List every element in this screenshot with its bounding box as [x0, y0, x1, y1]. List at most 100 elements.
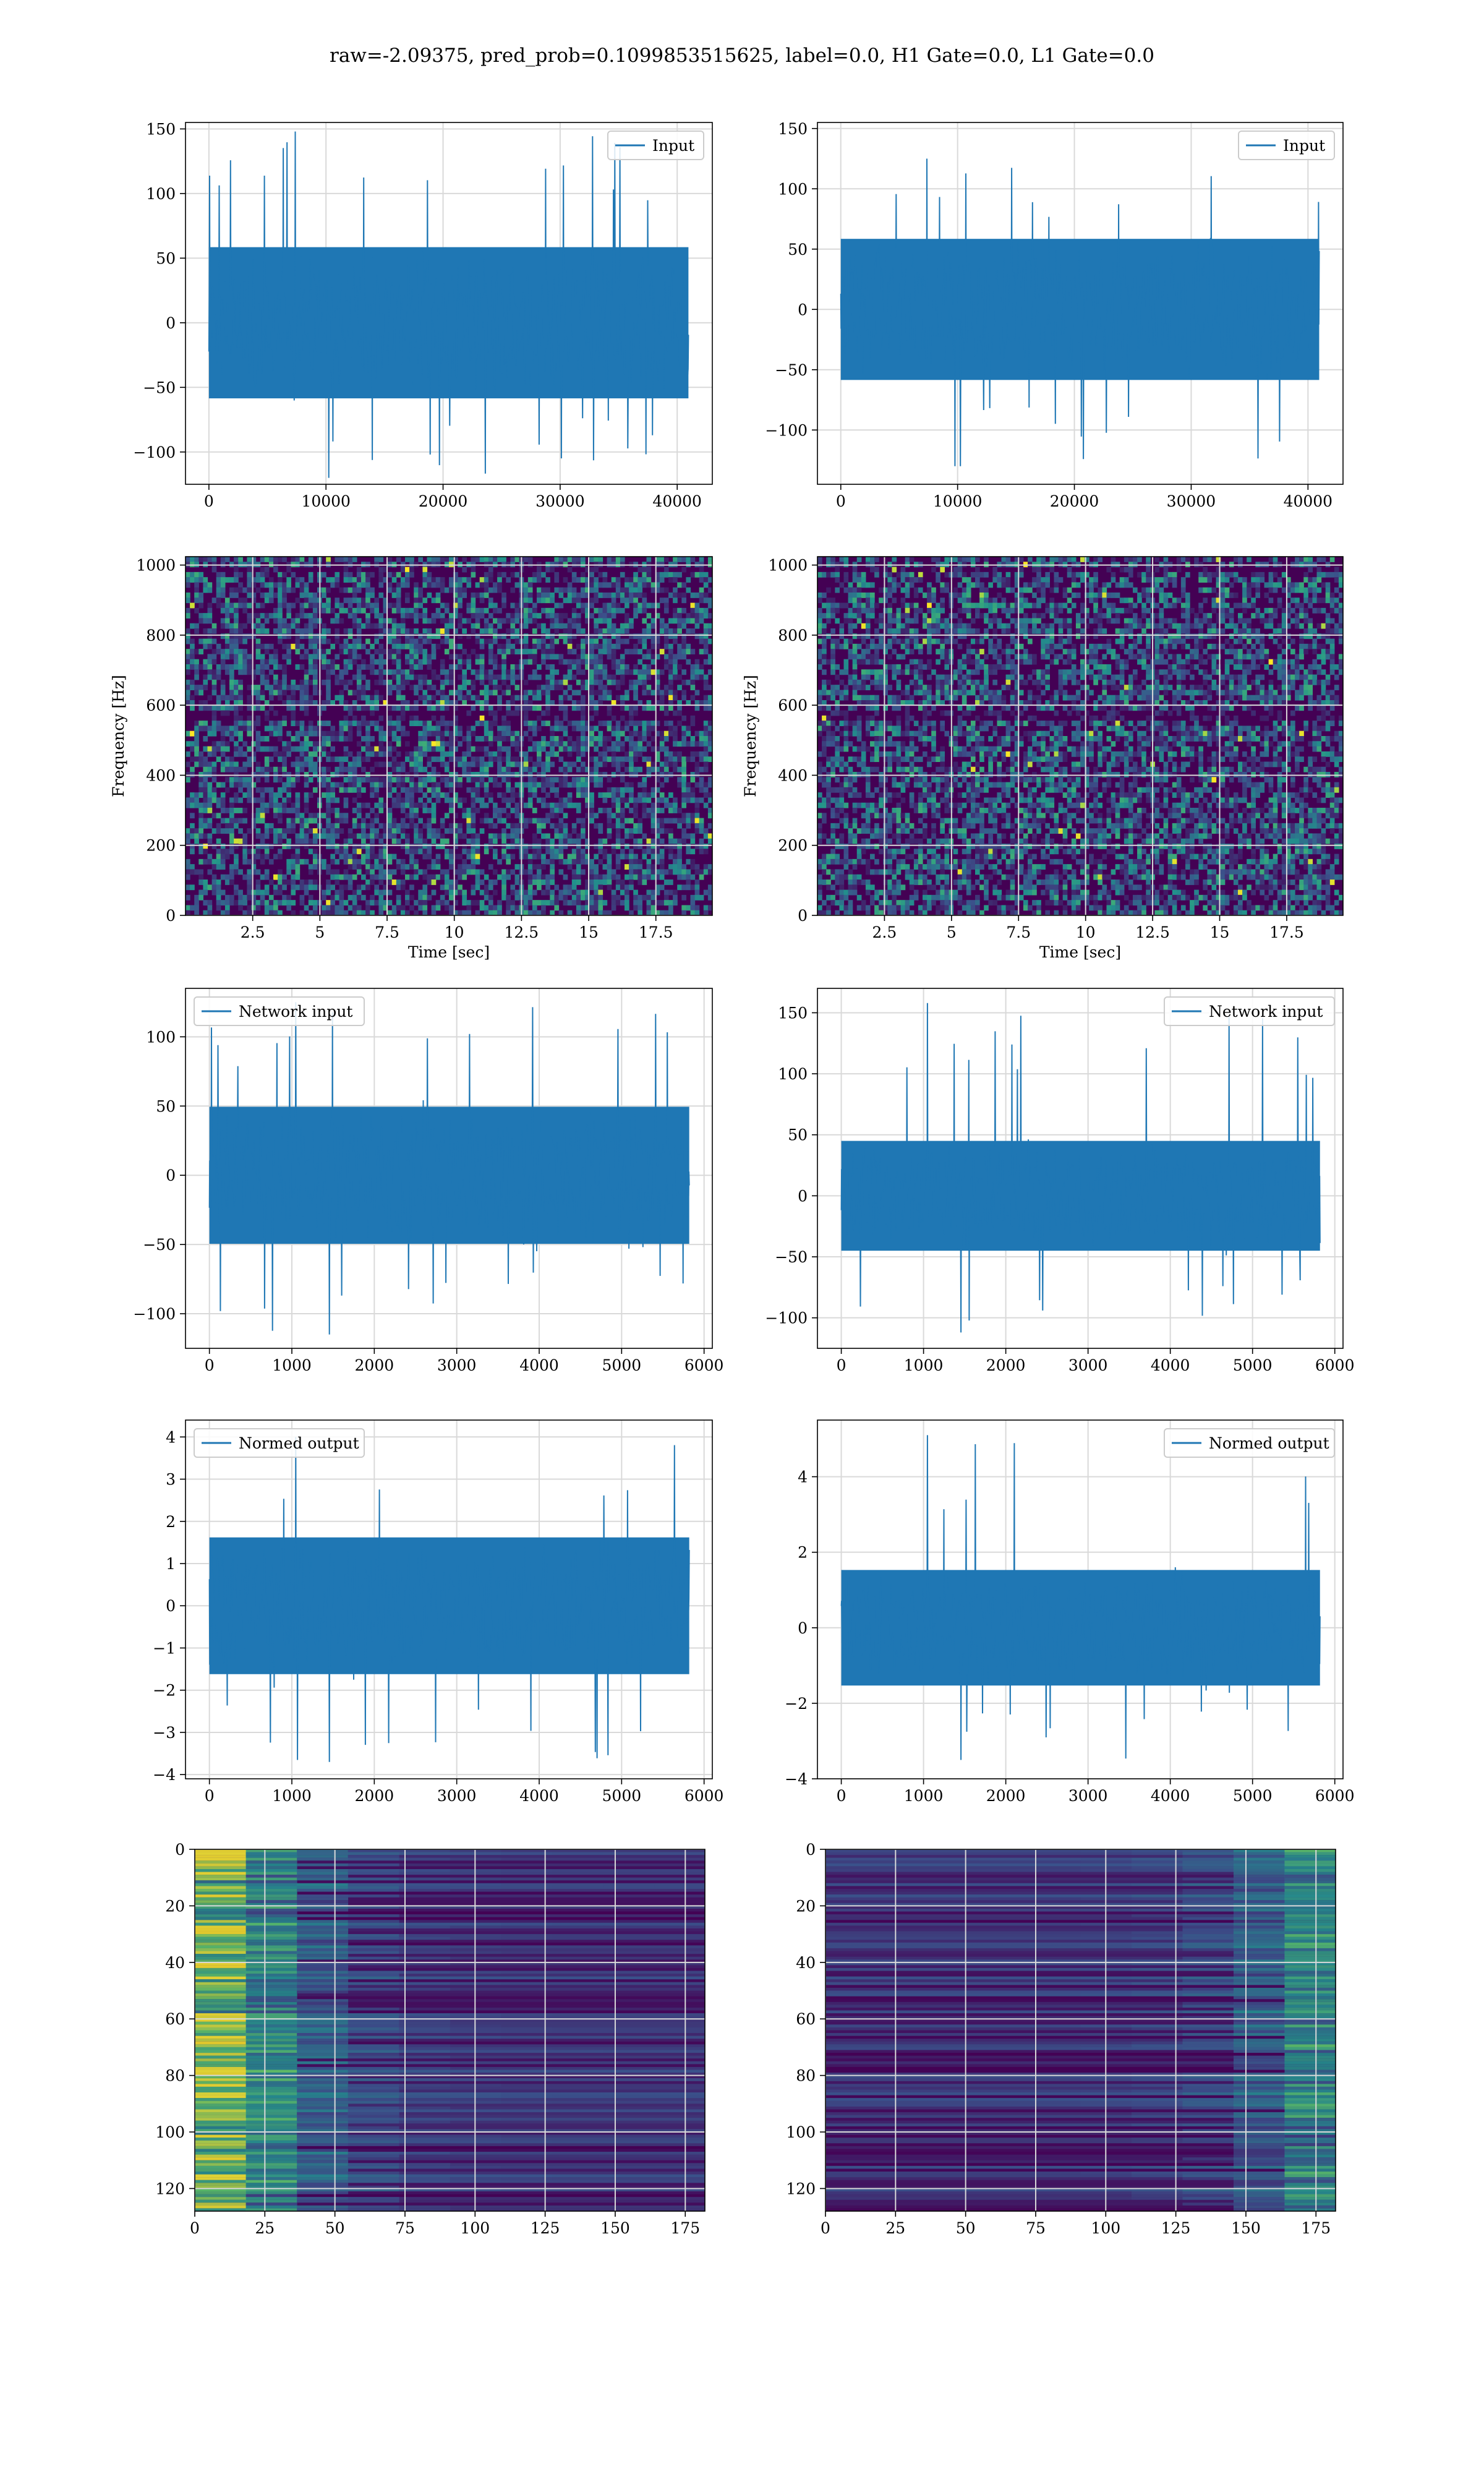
x-tick-label: 0 [204, 492, 214, 510]
x-tick-label: 2000 [355, 1356, 394, 1374]
x-tick-label: 6000 [684, 1787, 724, 1805]
x-tick-label: 15 [579, 923, 599, 941]
x-tick-label: 75 [395, 2219, 415, 2237]
y-tick-label: 20 [165, 1897, 185, 1915]
y-tick-label: −50 [143, 379, 176, 396]
y-tick-label: 1000 [136, 557, 176, 575]
y-tick-label: 600 [778, 696, 808, 714]
series-line [840, 158, 1320, 466]
y-tick-label: −4 [785, 1770, 808, 1788]
x-tick-label: 7.5 [1006, 923, 1031, 941]
x-tick-label: 5000 [602, 1356, 642, 1374]
legend-box [194, 1428, 365, 1458]
x-tick-label: 4000 [1151, 1787, 1190, 1805]
x-tick-label: 4000 [1151, 1356, 1190, 1374]
x-tick-label: 3000 [437, 1356, 477, 1374]
y-tick-label: 100 [155, 2123, 185, 2141]
x-tick-label: 1000 [904, 1787, 944, 1805]
legend-box [1164, 1428, 1335, 1458]
x-tick-label: 5000 [1233, 1787, 1273, 1805]
y-tick-label: 150 [778, 120, 808, 138]
y-tick-label: 400 [146, 766, 176, 784]
x-tick-label: 2.5 [872, 923, 897, 941]
x-tick-label: 30000 [535, 492, 585, 510]
y-tick-label: 0 [166, 907, 176, 925]
y-tick-label: 1000 [768, 557, 808, 575]
y-tick-label: 0 [166, 1597, 176, 1615]
y-tick-label: 150 [778, 1004, 808, 1022]
x-axis-label: Time [sec] [1039, 943, 1121, 961]
y-tick-label: 1 [166, 1555, 176, 1573]
y-tick-label: −50 [143, 1236, 176, 1254]
x-tick-label: 100 [460, 2219, 490, 2237]
x-tick-label: 15 [1210, 923, 1230, 941]
axes-frame [825, 1849, 1336, 2212]
y-tick-label: −50 [775, 1248, 808, 1266]
x-tick-label: 125 [531, 2219, 560, 2237]
x-tick-label: 10 [445, 923, 464, 941]
y-tick-label: −2 [785, 1695, 808, 1713]
axes-frame [817, 1419, 1344, 1779]
legend: Input [607, 131, 704, 160]
x-tick-label: 20000 [419, 492, 468, 510]
y-tick-label: 0 [798, 301, 808, 319]
legend-box [607, 131, 704, 160]
x-tick-label: 25 [255, 2219, 275, 2237]
x-tick-label: 17.5 [1269, 923, 1304, 941]
y-tick-label: 3 [166, 1471, 176, 1489]
plot-area [186, 122, 712, 484]
y-tick-label: −50 [775, 361, 808, 379]
y-tick-label: −2 [153, 1682, 176, 1700]
x-tick-label: 1000 [272, 1787, 312, 1805]
y-tick-label: 4 [798, 1468, 808, 1486]
y-tick-label: 2 [798, 1544, 808, 1562]
x-tick-label: 75 [1026, 2219, 1046, 2237]
x-tick-label: 10 [1076, 923, 1096, 941]
x-tick-label: 1000 [904, 1356, 944, 1374]
y-tick-label: 80 [165, 2067, 185, 2085]
x-tick-label: 2.5 [241, 923, 265, 941]
y-tick-label: 0 [166, 1166, 176, 1184]
x-tick-label: 0 [190, 2219, 200, 2237]
x-tick-label: 10000 [301, 492, 351, 510]
y-tick-label: 400 [778, 766, 808, 784]
x-tick-label: 20000 [1050, 492, 1099, 510]
x-tick-label: 5000 [602, 1787, 642, 1805]
x-tick-label: 6000 [684, 1356, 724, 1374]
y-tick-label: 200 [778, 837, 808, 855]
y-tick-label: 60 [165, 2010, 185, 2028]
y-tick-label: −1 [153, 1639, 176, 1657]
y-tick-label: 0 [798, 1619, 808, 1637]
legend-label: Normed output [1209, 1434, 1329, 1452]
y-tick-label: −100 [765, 1309, 808, 1327]
legend: Network input [1164, 996, 1335, 1026]
x-tick-label: 40000 [652, 492, 702, 510]
axes-frame [817, 122, 1344, 485]
x-tick-label: 5 [315, 923, 325, 941]
subplot-r1c1: Input 0 10000 20000 30000 40000 −100 −50 0 50 100 1… [133, 120, 713, 510]
plot-area [817, 1420, 1343, 1779]
y-tick-label: 50 [156, 249, 176, 267]
y-tick-label: −4 [153, 1766, 176, 1784]
y-tick-label: 0 [806, 1841, 816, 1859]
y-tick-label: 20 [796, 1897, 816, 1915]
subplot-r5c2: 0 25 50 75 100 125 150 175 0 20 40 60 80 100 120 [786, 1841, 1336, 2237]
series-line [208, 1437, 690, 1762]
x-tick-label: 4000 [519, 1356, 559, 1374]
y-tick-label: 60 [796, 2010, 816, 2028]
legend-label: Network input [1209, 1003, 1323, 1021]
legend-box [194, 996, 365, 1026]
subplot-r5c1: 0 25 50 75 100 125 150 175 0 20 40 60 80 100 120 [155, 1841, 706, 2237]
y-axis-label: Frequency [Hz] [109, 675, 127, 797]
subplot-r2c1: 2.5 5 7.5 10 12.5 15 17.5 0 200 400 600 800 1000 Time… [109, 556, 713, 961]
subplot-r4c2: Normed output 0 1000 2000 3000 4000 5000 6000 −4… [785, 1419, 1355, 1805]
plot-area [825, 1849, 1336, 2211]
legend: Normed output [194, 1428, 365, 1458]
y-tick-label: 50 [788, 241, 808, 259]
x-tick-label: 2000 [355, 1787, 394, 1805]
y-tick-label: 0 [798, 1187, 808, 1205]
y-tick-label: −100 [133, 1305, 176, 1323]
y-tick-label: 40 [165, 1954, 185, 1972]
